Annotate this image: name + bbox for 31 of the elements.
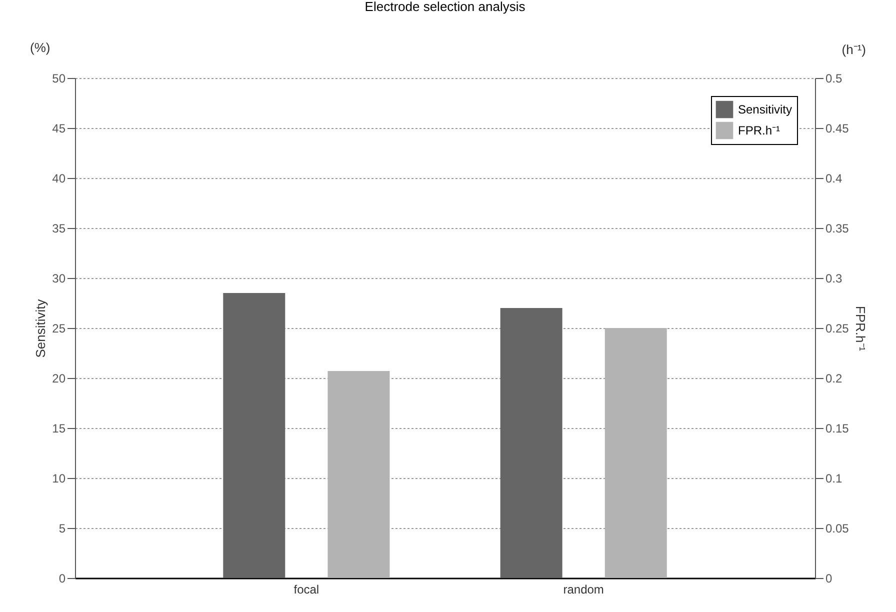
y2-tick-label: 0.25 xyxy=(826,322,850,336)
y-tick-label: 35 xyxy=(52,222,66,236)
y-tick-label: 25 xyxy=(52,322,66,336)
y2-axis-title: FPR.h⁻¹ xyxy=(852,306,868,352)
legend-label: FPR.h⁻¹ xyxy=(738,124,780,138)
legend-label: Sensitivity xyxy=(738,102,792,116)
y2-tick-label: 0.1 xyxy=(826,472,843,486)
y2-tick-label: 0.3 xyxy=(826,272,843,286)
chart-title: Electrode selection analysis xyxy=(364,0,526,14)
y-tick-label: 10 xyxy=(52,472,66,486)
y2-tick-label: 0.45 xyxy=(826,122,850,136)
y-tick-label: 50 xyxy=(52,72,66,86)
y-tick-label: 40 xyxy=(52,172,66,186)
y2-tick-label: 0.15 xyxy=(826,422,850,436)
y2-tick-label: 0.4 xyxy=(826,172,843,186)
x-tick-label: focal xyxy=(294,582,320,596)
y-tick-label: 30 xyxy=(52,272,66,286)
y2-tick-label: 0.35 xyxy=(826,222,850,236)
text: (h⁻¹) xyxy=(842,41,866,58)
y-axis-title: Sensitivity xyxy=(33,298,48,358)
y2-tick-label: 0.5 xyxy=(826,72,843,86)
y2-tick-label: 0 xyxy=(826,572,832,586)
y-tick-label: 20 xyxy=(52,372,66,386)
x-tick-label: random xyxy=(563,582,604,596)
y-tick-label: 0 xyxy=(58,572,66,586)
y2-tick-label: 0.05 xyxy=(826,522,850,536)
y-tick-label: 5 xyxy=(58,522,66,536)
y2-tick-label: 0.2 xyxy=(826,372,843,386)
y-tick-label: 15 xyxy=(52,422,66,436)
y-tick-label: 45 xyxy=(52,122,66,136)
text: (%) xyxy=(30,40,50,55)
